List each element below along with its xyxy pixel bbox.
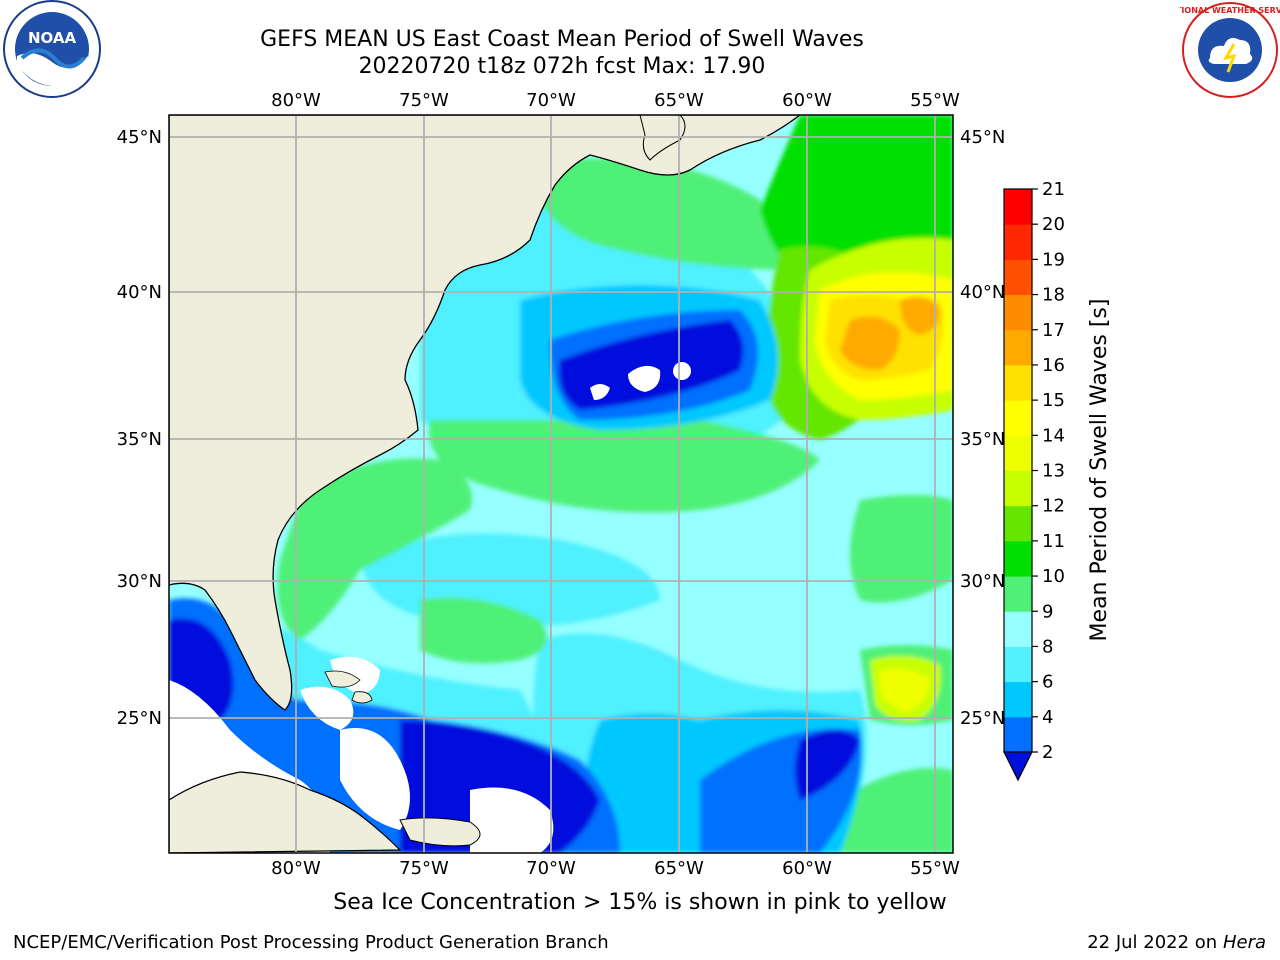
lon-label: 55°W — [910, 858, 960, 879]
colorbar-swatch — [1004, 189, 1032, 225]
noaa-logo: NOAA — [3, 0, 101, 98]
colorbar-swatch — [1004, 224, 1032, 260]
lat-label: 40°N — [960, 282, 1005, 303]
lat-labels-right: 45°N 40°N 35°N 30°N 25°N — [960, 127, 1005, 729]
lat-label: 35°N — [117, 429, 162, 450]
colorbar-swatch — [1004, 646, 1032, 683]
footer-branch: NCEP/EMC/Verification Post Processing Pr… — [13, 932, 609, 953]
lat-label: 25°N — [117, 708, 162, 729]
lat-label: 45°N — [960, 127, 1005, 148]
lat-label: 35°N — [960, 429, 1005, 450]
colorbar-swatch — [1004, 716, 1032, 753]
colorbar-tick-label: 8 — [1042, 636, 1053, 657]
colorbar-swatch — [1004, 611, 1032, 647]
nws-logo-text: NATIONAL WEATHER SERVICE — [1180, 6, 1280, 15]
colorbar-swatch — [1004, 505, 1032, 542]
colorbar-tick-label: 15 — [1042, 390, 1065, 411]
lon-label: 70°W — [526, 90, 576, 111]
colorbar-label: Mean Period of Swell Waves [s] — [1087, 299, 1112, 642]
lon-label: 55°W — [910, 90, 960, 111]
colorbar-swatch — [1004, 435, 1032, 471]
colorbar-swatch — [1004, 329, 1032, 366]
colorbar-swatch — [1004, 364, 1032, 401]
colorbar-swatch — [1004, 259, 1032, 296]
colorbar-tick-label: 20 — [1042, 214, 1065, 235]
colorbar-tick-label: 10 — [1042, 566, 1065, 587]
colorbar-tick-label: 18 — [1042, 285, 1065, 306]
colorbar-swatch — [1004, 681, 1032, 718]
colorbar-tick-label: 12 — [1042, 496, 1065, 517]
lon-label: 60°W — [782, 90, 832, 111]
nws-logo: NATIONAL WEATHER SERVICE — [1180, 2, 1280, 98]
colorbar-swatch — [1004, 576, 1032, 612]
lon-label: 70°W — [526, 858, 576, 879]
footer-date: 22 Jul 2022 on Hera — [1087, 932, 1266, 953]
lon-label: 65°W — [654, 90, 704, 111]
lon-label: 80°W — [271, 90, 321, 111]
colorbar-tick-label: 16 — [1042, 355, 1065, 376]
colorbar-tick-label: 11 — [1042, 531, 1065, 552]
wave-period-field — [169, 115, 953, 853]
lon-label: 75°W — [399, 90, 449, 111]
colorbar-tick-label: 19 — [1042, 249, 1065, 270]
colorbar-swatch — [1004, 294, 1032, 331]
lat-labels-left: 45°N 40°N 35°N 30°N 25°N — [117, 127, 162, 729]
colorbar-tick-label: 4 — [1042, 707, 1053, 728]
lon-label: 80°W — [271, 858, 321, 879]
lon-label: 65°W — [654, 858, 704, 879]
lat-label: 30°N — [960, 571, 1005, 592]
lon-label: 75°W — [399, 858, 449, 879]
colorbar-underflow-triangle — [1003, 751, 1033, 782]
graticule — [169, 115, 953, 853]
lat-label: 25°N — [960, 708, 1005, 729]
footer-date-text: 22 Jul 2022 on — [1087, 932, 1223, 953]
colorbar-tick-label: 2 — [1042, 742, 1053, 763]
colorbar-swatch — [1004, 540, 1032, 577]
map-subtitle: 20220720 t18z 072h fcst Max: 17.90 — [358, 54, 766, 79]
footer-host: Hera — [1222, 932, 1266, 953]
lat-label: 30°N — [117, 571, 162, 592]
map-title: GEFS MEAN US East Coast Mean Period of S… — [260, 27, 864, 52]
colorbar-tick-label: 6 — [1042, 672, 1053, 693]
noaa-logo-text: NOAA — [28, 29, 77, 47]
colorbar-tick-label: 13 — [1042, 461, 1065, 482]
sea-ice-caption: Sea Ice Concentration > 15% is shown in … — [0, 890, 1280, 915]
colorbar-tick-label: 9 — [1042, 601, 1053, 622]
lon-labels-top: 80°W 75°W 70°W 65°W 60°W 55°W — [271, 90, 960, 111]
colorbar-swatch — [1004, 400, 1032, 436]
colorbar: 2 4 6 8 9 10 11 12 13 14 15 16 17 18 19 20 21 — [1003, 179, 1065, 763]
colorbar-tick-label: 21 — [1042, 179, 1065, 200]
lon-labels-bottom: 80°W 75°W 70°W 65°W 60°W 55°W — [271, 858, 960, 879]
lat-label: 40°N — [117, 282, 162, 303]
colorbar-tick-label: 17 — [1042, 320, 1065, 341]
colorbar-swatch — [1004, 470, 1032, 507]
map-frame — [168, 114, 954, 854]
lon-label: 60°W — [782, 858, 832, 879]
lat-label: 45°N — [117, 127, 162, 148]
caption-text: Sea Ice Concentration > 15% is shown in … — [333, 890, 947, 915]
colorbar-tick-label: 14 — [1042, 425, 1065, 446]
